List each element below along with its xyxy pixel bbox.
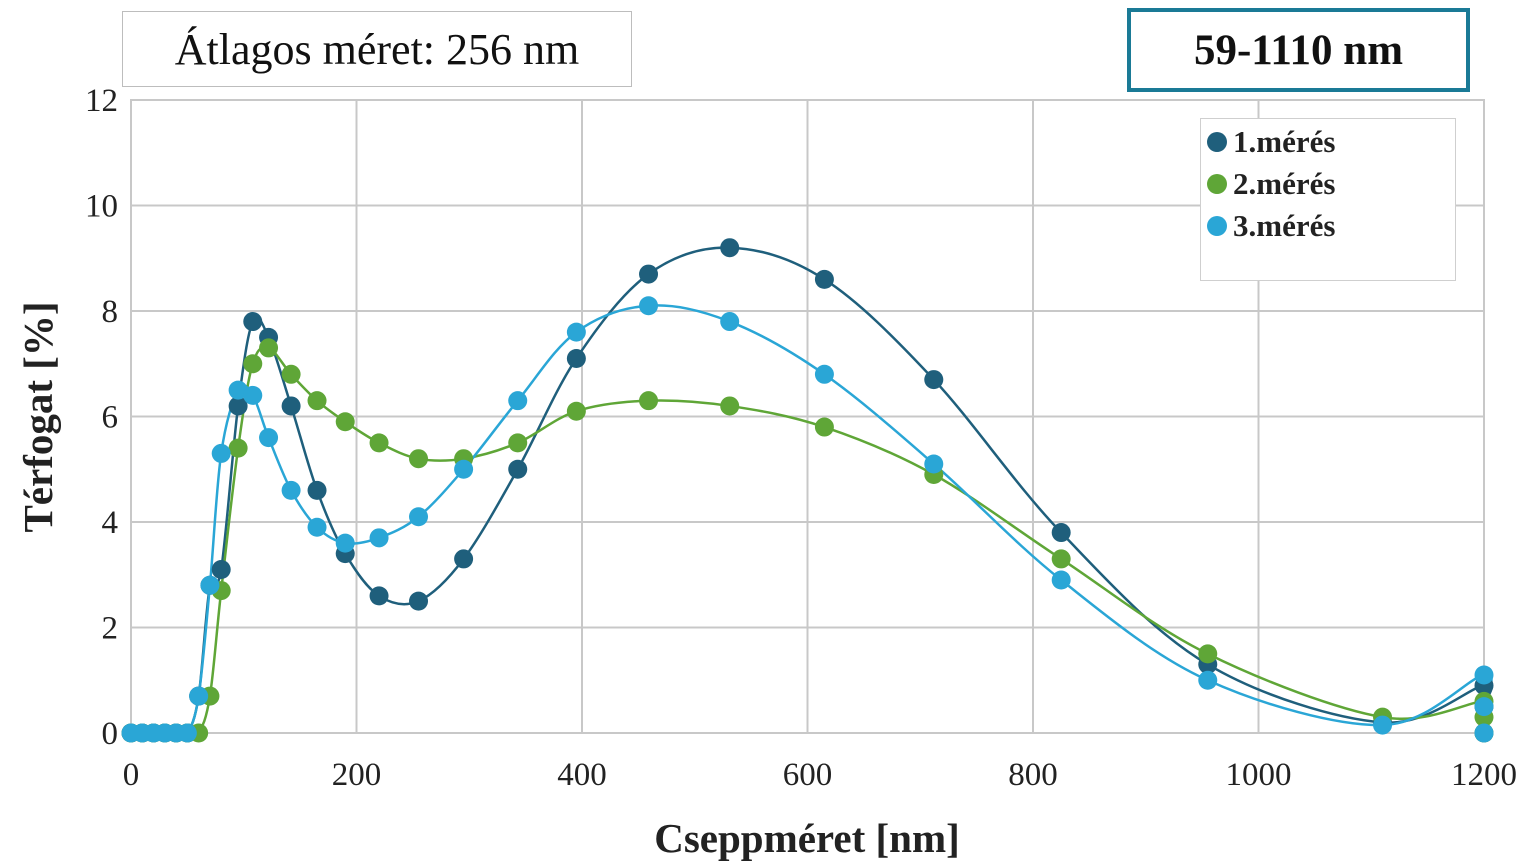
legend-marker-1 [1207,132,1227,152]
grid-lines [130,99,1485,734]
data-point-series-3 [228,380,248,400]
series-points [121,238,1494,743]
data-point-series-1 [924,370,944,390]
data-point-series-2 [814,417,834,437]
data-point-series-3 [924,454,944,474]
data-point-series-1 [307,480,327,500]
data-point-series-1 [409,591,429,611]
data-point-series-3 [200,575,220,595]
data-point-series-1 [243,312,263,332]
data-point-series-2 [259,338,279,358]
data-point-series-1 [720,238,740,258]
x-tick-label: 800 [1008,757,1058,793]
y-tick-label: 12 [85,83,118,119]
legend-item-meres-2: 2.mérés [1207,166,1335,202]
data-point-series-3 [211,443,231,463]
data-point-series-3 [508,391,528,411]
data-point-series-3 [281,480,301,500]
series-line-3 [130,304,1493,737]
data-point-series-2 [369,433,389,453]
y-tick-label: 10 [85,189,118,225]
data-point-series-2 [228,438,248,458]
data-point-series-3 [639,296,659,316]
data-point-series-3 [189,686,209,706]
average-size-text: Átlagos méret: 256 nm [174,24,580,74]
data-point-series-3 [1198,670,1218,690]
size-range-box: 59-1110 nm [1127,8,1470,92]
x-tick-label: 1000 [1226,757,1292,793]
data-point-series-2 [639,391,659,411]
legend-label-1: 1.mérés [1233,124,1336,159]
series-line-2 [130,346,1493,737]
data-point-series-1 [281,396,301,416]
data-point-series-2 [307,391,327,411]
data-point-series-3 [814,364,834,384]
size-range-text: 59-1110 nm [1193,26,1404,74]
data-point-series-1 [454,549,474,569]
data-point-series-3 [307,517,327,537]
data-point-series-3 [1474,665,1494,685]
data-point-series-3 [259,428,279,448]
data-point-series-1 [1051,523,1071,543]
x-tick-label: 1200 [1451,757,1517,793]
data-point-series-3 [720,312,740,332]
x-tick-label: 200 [332,757,382,793]
data-point-series-2 [1051,549,1071,569]
data-point-series-1 [369,586,389,606]
data-point-series-3 [1474,723,1494,743]
x-tick-label: 0 [123,757,140,793]
data-point-series-2 [335,412,355,432]
data-point-series-2 [281,364,301,384]
y-tick-label: 2 [102,611,119,647]
y-tick-label: 6 [102,400,119,436]
x-tick-label: 600 [783,757,833,793]
data-point-series-2 [243,354,263,374]
data-point-series-3 [335,533,355,553]
data-point-series-1 [814,269,834,289]
data-point-series-3 [409,507,429,527]
data-point-series-1 [508,459,528,479]
series-lines [130,246,1493,737]
data-point-series-2 [409,449,429,469]
legend-label-2: 2.mérés [1233,166,1336,201]
data-point-series-3 [369,528,389,548]
x-axis-title: Cseppméret [nm] [654,815,960,861]
y-tick-label: 8 [102,294,119,330]
data-point-series-2 [720,396,740,416]
data-point-series-3 [1373,715,1393,735]
data-point-series-3 [1051,570,1071,590]
data-point-series-1 [639,264,659,284]
y-axis-title: Térfogat [%] [15,301,61,532]
legend-marker-3 [1207,216,1227,236]
data-point-series-3 [454,459,474,479]
data-point-series-2 [566,401,586,421]
data-point-series-1 [211,559,231,579]
legend-item-meres-3: 3.mérés [1207,208,1335,244]
y-tick-label: 4 [102,505,119,541]
data-point-series-1 [228,396,248,416]
data-point-series-1 [566,348,586,368]
average-size-box: Átlagos méret: 256 nm [122,11,632,87]
tick-labels: 0 200 400 600 800 1000 1200 0 2 4 6 8 10 12 [85,83,1517,793]
data-point-series-2 [1198,644,1218,664]
data-point-series-2 [508,433,528,453]
legend-marker-2 [1207,174,1227,194]
x-tick-label: 400 [557,757,607,793]
y-tick-label: 0 [102,716,119,752]
legend-item-meres-1: 1.mérés [1207,124,1335,160]
chart-legend: 1.mérés 2.mérés 3.mérés [1200,118,1456,281]
series-line-1 [130,246,1493,737]
data-point-series-3 [566,322,586,342]
legend-label-3: 3.mérés [1233,208,1336,243]
data-point-series-3 [1474,697,1494,717]
data-point-series-3 [243,385,263,405]
data-point-series-3 [177,723,197,743]
